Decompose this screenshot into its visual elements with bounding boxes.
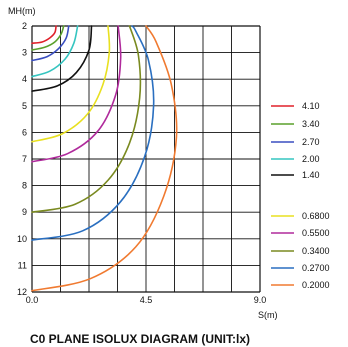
legend-label: 1.40 xyxy=(302,170,320,180)
isolux-curve-0.6800 xyxy=(31,25,111,143)
x-tick-label: 9.0 xyxy=(254,295,267,305)
y-tick-label: 4 xyxy=(22,74,27,84)
legend-label: 0.2000 xyxy=(302,280,330,290)
isolux-curve-1.40 xyxy=(31,25,93,92)
y-tick-label: 2 xyxy=(22,21,27,31)
isolux-curve-0.2000 xyxy=(31,25,178,292)
y-tick-label: 11 xyxy=(18,260,27,270)
y-tick-labels: 2 3 4 5 6 7 8 9 10 11 12 xyxy=(17,21,27,297)
y-tick-label: 8 xyxy=(22,181,27,191)
y-tick-label: 5 xyxy=(22,101,27,111)
x-axis-label: S(m) xyxy=(258,310,278,320)
legend-label: 2.70 xyxy=(302,137,320,147)
legend-label: 0.3400 xyxy=(302,246,330,256)
isolux-curve-2.00 xyxy=(31,25,79,78)
legend-label: 2.00 xyxy=(302,154,320,164)
legend-label: 0.6800 xyxy=(302,211,330,221)
y-tick-label: 7 xyxy=(22,154,27,164)
legend-label: 4.10 xyxy=(302,101,320,111)
y-axis-label: MH(m) xyxy=(8,6,36,16)
legend: 4.10 3.40 2.70 2.00 1.40 0.6800 0.5500 0.3400 0.… xyxy=(271,101,330,290)
isolux-curve-4.10 xyxy=(31,25,57,45)
isolux-curve-0.2700 xyxy=(31,25,155,241)
isolux-curve-2.70 xyxy=(31,25,70,62)
chart-title: C0 PLANE ISOLUX DIAGRAM (UNIT:lx) xyxy=(30,332,250,346)
y-tick-label: 12 xyxy=(17,287,27,297)
x-tick-labels: 0.0 4.5 9.0 xyxy=(26,295,267,305)
legend-label: 0.2700 xyxy=(302,263,330,273)
y-tick-label: 3 xyxy=(22,48,27,58)
isolux-curve-0.3400 xyxy=(31,25,142,213)
x-tick-label: 4.5 xyxy=(140,295,153,305)
legend-label: 0.5500 xyxy=(302,228,330,238)
y-tick-label: 10 xyxy=(17,234,27,244)
isolux-curve-0.5500 xyxy=(31,25,122,163)
isolux-curves xyxy=(31,25,178,292)
y-tick-label: 9 xyxy=(22,207,27,217)
legend-label: 3.40 xyxy=(302,119,320,129)
isolux-curve-3.40 xyxy=(31,25,65,51)
grid xyxy=(31,25,261,293)
x-tick-label: 0.0 xyxy=(26,295,39,305)
y-tick-label: 6 xyxy=(22,127,27,137)
